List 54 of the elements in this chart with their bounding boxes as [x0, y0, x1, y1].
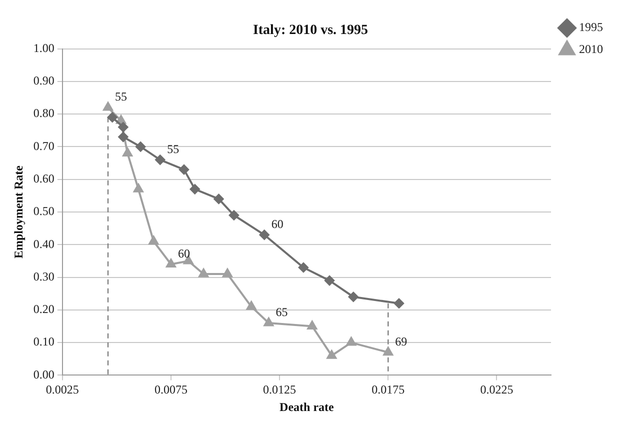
- point: [190, 184, 200, 194]
- point: [222, 268, 232, 278]
- annotation: 55: [167, 142, 180, 156]
- annotation: 60: [271, 217, 284, 232]
- annotation: 60: [178, 246, 190, 260]
- point: [394, 298, 404, 308]
- y-tick-label: 0.30: [33, 269, 54, 284]
- point: [155, 154, 166, 165]
- point: [259, 230, 270, 240]
- point: [198, 268, 208, 278]
- point: [246, 301, 256, 310]
- x-tick-label: 0.0225: [480, 382, 514, 397]
- y-tick-label: 0.70: [33, 138, 54, 153]
- y-tick-label: 0.80: [33, 106, 54, 120]
- point: [179, 164, 190, 175]
- x-tick-label: 0.0025: [46, 382, 79, 397]
- legend-label: 2010: [579, 42, 603, 56]
- point: [228, 210, 239, 220]
- point: [107, 112, 118, 122]
- point: [166, 258, 176, 268]
- point: [148, 236, 159, 245]
- point: [383, 346, 394, 356]
- point: [118, 132, 128, 142]
- legend-label: 1995: [579, 20, 603, 34]
- annotation: 65: [276, 305, 288, 320]
- point: [326, 350, 337, 359]
- point: [346, 337, 356, 346]
- y-tick-label: 0.90: [33, 74, 54, 88]
- y-tick-label: 0.60: [33, 172, 54, 186]
- point: [298, 262, 308, 272]
- y-tick-label: 0.20: [33, 302, 54, 316]
- point: [122, 148, 132, 156]
- x-tick-label: 0.0125: [263, 382, 296, 397]
- y-tick-label: 0.40: [33, 236, 54, 251]
- y-tick-label: 0.00: [33, 367, 54, 382]
- y-tick-label: 0.10: [33, 334, 54, 349]
- annotation: 55: [115, 90, 128, 104]
- annotation: 69: [395, 334, 408, 349]
- point: [307, 320, 318, 330]
- point: [264, 317, 274, 326]
- point: [134, 184, 144, 192]
- point: [118, 122, 128, 132]
- point: [136, 142, 146, 152]
- y-axis-title: Employment Rate: [11, 164, 26, 258]
- chart-title: Italy: 2010 vs. 1995: [252, 23, 368, 38]
- x-tick-label: 0.0075: [154, 382, 188, 397]
- y-tick-label: 1.00: [33, 40, 54, 55]
- point: [214, 194, 224, 204]
- y-tick-label: 0.50: [33, 204, 54, 218]
- point: [103, 102, 113, 111]
- point: [324, 276, 334, 286]
- point: [348, 292, 358, 302]
- x-axis-title: Death rate: [280, 400, 335, 414]
- x-tick-label: 0.0175: [372, 382, 405, 397]
